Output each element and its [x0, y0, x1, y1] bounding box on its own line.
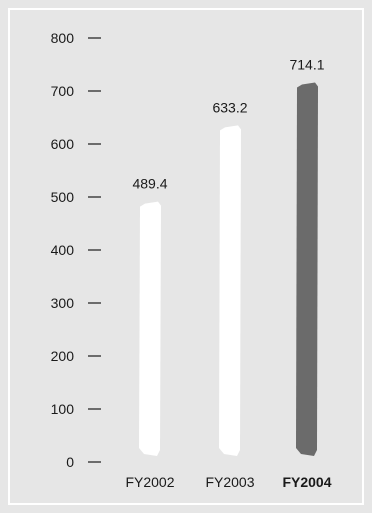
- x-tick-label-fy2002: FY2002: [125, 474, 174, 490]
- y-tick-label: 500: [51, 189, 75, 205]
- bars: [139, 82, 318, 457]
- y-tick-label: 400: [51, 242, 75, 258]
- y-tick-label: 100: [51, 401, 75, 417]
- chart-frame: [8, 8, 364, 505]
- value-label-fy2002: 489.4: [132, 176, 167, 192]
- y-tick-label: 300: [51, 295, 75, 311]
- value-label-fy2004: 714.1: [289, 57, 324, 73]
- bar-fy2002: [139, 201, 161, 456]
- y-tick-label: 800: [51, 30, 75, 46]
- y-tick-label: 600: [51, 136, 75, 152]
- x-axis: FY2002 FY2003 FY2004: [125, 474, 331, 490]
- value-labels: 489.4 633.2 714.1: [132, 57, 324, 192]
- bar-fy2004: [296, 82, 318, 456]
- y-axis: 0 100 200 300 400 500 600 700 800: [51, 30, 101, 470]
- value-label-fy2003: 633.2: [212, 99, 247, 115]
- y-tick-label: 200: [51, 348, 75, 364]
- x-tick-label-fy2004: FY2004: [282, 474, 331, 490]
- x-tick-label-fy2003: FY2003: [205, 474, 254, 490]
- bar-fy2003: [219, 125, 241, 457]
- y-tick-label: 0: [66, 454, 74, 470]
- y-tick-label: 700: [51, 83, 75, 99]
